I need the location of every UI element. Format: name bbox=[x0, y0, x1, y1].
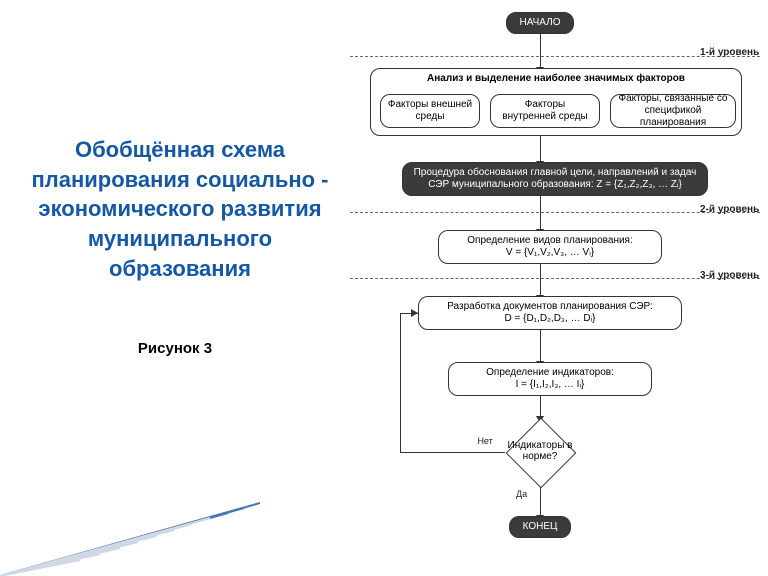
no-arrowhead bbox=[411, 309, 418, 317]
arrow-start-group bbox=[540, 34, 541, 68]
arrow-yes-end bbox=[540, 487, 541, 516]
arrow-ind-diamond bbox=[540, 396, 541, 417]
level-1-label: 1-й уровень bbox=[700, 47, 759, 58]
arrow-group-proc bbox=[540, 136, 541, 162]
indicators-node: Определение индикаторов:I = {I₁,I₂,I₃, …… bbox=[448, 362, 652, 396]
no-label: Нет bbox=[477, 436, 492, 446]
decision-diamond bbox=[506, 418, 577, 489]
arrow-plan-docs bbox=[540, 264, 541, 296]
level-2-divider bbox=[350, 212, 760, 213]
factors-group-title: Анализ и выделение наиболее значимых фак… bbox=[371, 73, 741, 84]
plan-types-node: Определение видов планирования:V = {V₁,V… bbox=[438, 230, 662, 264]
end-node: КОНЕЦ bbox=[509, 516, 571, 538]
no-vline bbox=[400, 313, 401, 452]
factor-specific: Факторы, связанные со спецификой планиро… bbox=[610, 94, 736, 128]
accent-stripes bbox=[0, 491, 260, 576]
page-title: Обобщённая схема планирования социально … bbox=[25, 135, 335, 283]
level-2-label: 2-й уровень bbox=[700, 204, 759, 215]
figure-label: Рисунок 3 bbox=[25, 340, 325, 357]
yes-label: Да bbox=[516, 489, 527, 499]
level-3-divider bbox=[350, 278, 760, 279]
level-3-label: 3-й уровень bbox=[700, 270, 759, 281]
arrow-proc-plan bbox=[540, 196, 541, 230]
procedure-node: Процедура обоснования главной цели, напр… bbox=[402, 162, 708, 196]
factor-internal: Факторы внутренней среды bbox=[490, 94, 600, 128]
arrow-docs-ind bbox=[540, 330, 541, 362]
docs-node: Разработка документов планирования СЭР:D… bbox=[418, 296, 682, 330]
start-node: НАЧАЛО bbox=[506, 12, 574, 34]
no-hline bbox=[400, 452, 505, 453]
level-1-divider bbox=[350, 56, 760, 57]
factor-external: Факторы внешней среды bbox=[380, 94, 480, 128]
